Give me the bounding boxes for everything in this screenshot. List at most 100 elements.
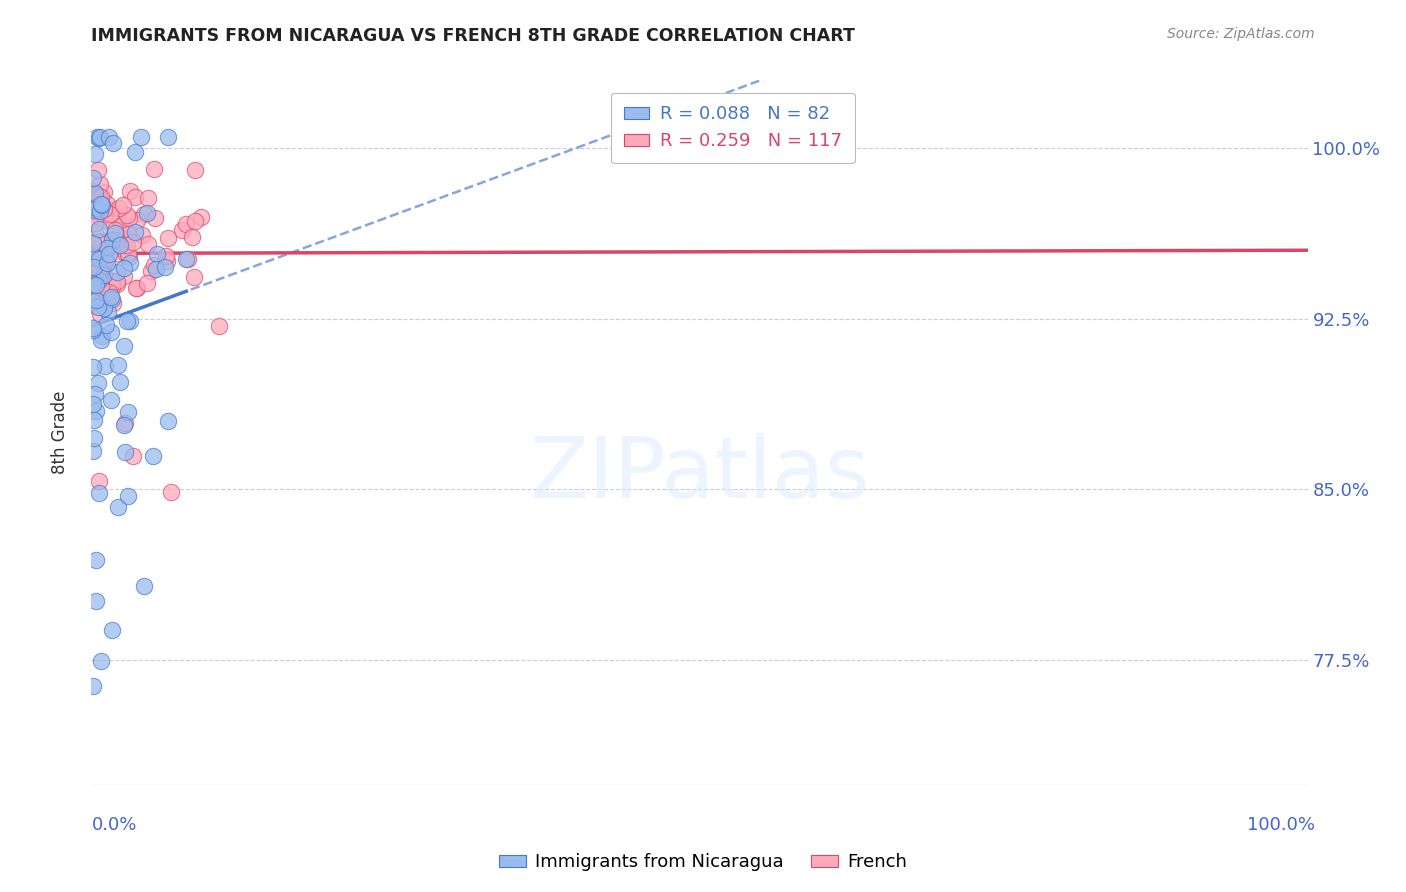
Point (127, 281, 149, 295)
Point (104, 230, 127, 244)
Point (94, 213, 117, 227)
Point (84, 202, 107, 217)
Point (134, 206, 156, 220)
Point (89, 273, 111, 287)
Point (101, 274, 124, 288)
Point (101, 293, 124, 307)
Point (82, 290, 104, 304)
Point (115, 208, 138, 222)
Point (91, 257, 114, 271)
Point (86, 130, 108, 145)
Point (82, 679, 104, 693)
Point (98, 282, 121, 296)
Point (84, 293, 107, 307)
Point (108, 246, 131, 260)
Point (89, 211, 111, 225)
Text: 100.0%: 100.0% (1247, 816, 1315, 834)
Point (110, 376, 132, 390)
Point (84, 147, 107, 161)
Point (101, 295, 124, 310)
Point (89, 474, 111, 488)
Point (124, 225, 146, 239)
Point (86, 188, 108, 202)
Point (115, 231, 138, 245)
Point (89, 268, 111, 282)
Point (100, 281, 122, 295)
Point (105, 274, 128, 288)
Point (83, 387, 105, 401)
Point (82, 285, 104, 300)
Point (122, 450, 145, 464)
Point (94, 252, 117, 266)
Point (105, 277, 128, 292)
Point (104, 223, 127, 237)
Point (117, 489, 139, 503)
Point (125, 281, 148, 295)
Point (117, 247, 139, 261)
Point (83, 250, 105, 264)
Point (87, 274, 110, 288)
Point (143, 258, 166, 272)
Text: IMMIGRANTS FROM NICARAGUA VS FRENCH 8TH GRADE CORRELATION CHART: IMMIGRANTS FROM NICARAGUA VS FRENCH 8TH … (91, 27, 855, 45)
Point (96, 241, 118, 255)
Point (87, 269, 110, 284)
Point (89, 130, 111, 145)
Point (110, 219, 132, 233)
Point (83, 431, 105, 445)
Point (125, 213, 148, 227)
Point (118, 313, 141, 327)
Point (143, 211, 166, 225)
Point (183, 269, 205, 284)
Text: 8th Grade: 8th Grade (52, 391, 69, 475)
Point (84, 244, 107, 259)
Point (87, 376, 110, 390)
Point (153, 260, 176, 275)
Point (100, 290, 122, 304)
Point (87, 235, 110, 250)
Point (90, 654, 112, 668)
Point (156, 253, 179, 268)
Point (114, 416, 136, 430)
Point (83, 203, 105, 218)
Point (90, 328, 112, 343)
Point (145, 261, 167, 276)
Point (82, 397, 104, 411)
Point (84, 186, 107, 201)
Point (83, 252, 105, 267)
Point (136, 236, 159, 251)
Point (156, 414, 179, 428)
Point (82, 295, 104, 310)
Point (89, 190, 111, 204)
Point (101, 624, 124, 638)
Point (90, 280, 112, 294)
Point (100, 325, 122, 339)
Point (84, 244, 107, 259)
Point (108, 219, 131, 233)
Point (142, 450, 165, 464)
Point (83, 226, 105, 240)
Point (82, 323, 104, 337)
Point (97, 285, 120, 299)
Point (157, 130, 180, 145)
Point (89, 252, 111, 266)
Point (159, 485, 181, 500)
Point (82, 278, 104, 293)
Point (112, 417, 135, 432)
Point (104, 226, 127, 240)
Point (183, 214, 205, 228)
Point (112, 198, 135, 212)
Point (143, 161, 166, 176)
Point (91, 207, 114, 221)
Point (89, 204, 111, 219)
Point (90, 333, 112, 347)
Point (89, 177, 111, 191)
Point (98, 203, 121, 218)
Point (136, 206, 159, 220)
Point (108, 238, 131, 252)
Point (89, 269, 111, 284)
Point (122, 235, 145, 249)
Point (83, 200, 105, 214)
Point (118, 211, 141, 226)
Point (87, 261, 110, 276)
Point (83, 283, 105, 297)
